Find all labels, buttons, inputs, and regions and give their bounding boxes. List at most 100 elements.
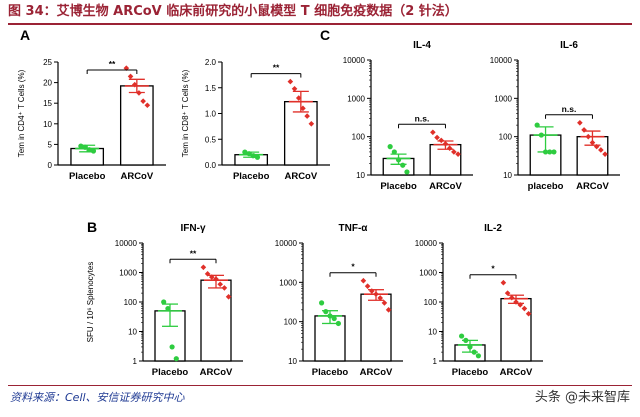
data-point-il2-placebo — [463, 337, 469, 343]
data-point-cd4-arcov — [144, 102, 151, 109]
category-label-ifng: Placebo — [152, 367, 189, 378]
data-point-cd8-placebo — [254, 154, 261, 160]
category-label-cd4: ARCoV — [120, 171, 153, 182]
data-point-il4-arcov — [434, 134, 440, 141]
sig-label-cd4: ** — [109, 59, 116, 69]
data-point-il2-placebo — [459, 333, 465, 339]
data-point-il6-placebo — [538, 132, 544, 138]
data-point-tnfa-placebo — [335, 320, 341, 327]
panel-title-il2: IL-2 — [484, 223, 502, 234]
data-point-il4-placebo — [387, 144, 393, 150]
sig-label-ifng: ** — [190, 248, 197, 258]
data-point-il6-placebo — [542, 149, 549, 155]
data-point-il4-placebo — [395, 157, 402, 163]
data-point-cd8-arcov — [308, 121, 315, 127]
data-point-cd4-arcov — [140, 98, 146, 104]
data-point-il4-arcov — [455, 151, 461, 157]
watermark: 头条 @未来智库 — [534, 390, 630, 405]
data-point-il2-placebo — [467, 344, 473, 350]
data-point-il2-arcov — [521, 305, 528, 312]
sig-label-tnfa: * — [351, 262, 355, 272]
y-tick-label-cd4: 10 — [43, 120, 52, 129]
data-point-il4-arcov — [446, 145, 453, 152]
bar-ifng-arcov — [200, 279, 232, 362]
data-point-tnfa-arcov — [385, 307, 392, 313]
data-point-ifng-placebo — [165, 305, 171, 312]
y-tick-label-il2: 100 — [424, 298, 438, 307]
data-point-il4-arcov — [438, 137, 445, 144]
data-point-cd8-placebo — [250, 153, 256, 159]
y-tick-label-ifng: 100 — [124, 298, 138, 307]
data-point-cd4-arcov — [127, 73, 134, 80]
data-point-il2-arcov — [517, 302, 523, 308]
panel-letter-b: B — [87, 219, 97, 235]
panel-title-ifng: IFN-γ — [181, 223, 206, 234]
data-point-cd8-arcov — [291, 85, 298, 92]
category-label-cd8: ARCoV — [284, 171, 317, 182]
data-point-ifng-arcov — [217, 281, 223, 288]
y-tick-label-tnfa: 10 — [288, 357, 297, 366]
data-point-cd4-arcov — [136, 90, 142, 96]
data-point-tnfa-arcov — [377, 295, 383, 301]
y-tick-label-cd4: 20 — [43, 79, 52, 88]
y-tick-label-cd8: 1.5 — [205, 84, 217, 93]
data-point-il6-placebo — [534, 122, 540, 128]
y-tick-label-il4: 10000 — [343, 56, 366, 65]
y-tick-label-il2: 10000 — [415, 239, 438, 248]
y-tick-label-cd4: 15 — [43, 99, 52, 108]
panel-title-tnfa: TNF-α — [339, 223, 369, 234]
y-tick-label-il6: 1000 — [494, 94, 512, 103]
y-tick-label-il2: 10 — [428, 328, 437, 337]
sig-label-il6: n.s. — [562, 104, 577, 114]
category-label-tnfa: ARCoV — [360, 367, 393, 378]
data-point-cd8-placebo — [246, 151, 252, 157]
data-point-cd4-arcov — [131, 81, 138, 88]
title-divider — [8, 23, 632, 25]
y-tick-label-cd8: 0.5 — [205, 135, 217, 144]
data-point-il4-placebo — [391, 149, 397, 155]
y-tick-label-il2: 1000 — [419, 269, 437, 278]
data-point-il2-placebo — [471, 349, 477, 355]
category-label-il2: Placebo — [452, 367, 489, 378]
sig-label-il4: n.s. — [415, 113, 430, 123]
y-tick-label-ifng: 10000 — [115, 239, 138, 248]
source-note: 资料来源：Cell、安信证券研究中心 — [10, 391, 185, 404]
y-axis-label-ifng: SFU / 10⁶ Splenocytes — [86, 262, 95, 343]
data-point-il6-arcov — [585, 133, 592, 140]
data-point-cd8-arcov — [295, 95, 302, 101]
panel-title-il4: IL-4 — [413, 40, 431, 51]
data-point-il4-arcov — [430, 129, 436, 136]
y-tick-label-il2: 1 — [433, 357, 438, 366]
data-point-tnfa-arcov — [369, 288, 375, 294]
figure-title: 图 34：艾博生物 ARCoV 临床前研究的小鼠模型 T 细胞免疫数据（2 针法… — [8, 4, 458, 19]
data-point-il2-placebo — [475, 353, 481, 359]
data-point-il2-arcov — [500, 279, 507, 286]
data-point-il6-arcov — [598, 147, 604, 153]
data-point-cd4-placebo — [82, 144, 88, 150]
y-tick-label-cd8: 1.0 — [205, 110, 217, 119]
y-tick-label-ifng: 10 — [128, 328, 137, 337]
y-tick-label-cd4: 5 — [48, 140, 53, 149]
data-point-tnfa-placebo — [327, 313, 333, 319]
y-axis-label-cd8: Tem in CD8⁺ T Cells (%) — [181, 69, 190, 157]
y-tick-label-cd4: 0 — [48, 161, 53, 170]
data-point-il6-placebo — [551, 149, 557, 155]
category-label-il4: ARCoV — [429, 181, 462, 192]
panel-letter-a: A — [20, 27, 30, 43]
sig-label-cd8: ** — [273, 63, 280, 73]
y-tick-label-tnfa: 1000 — [279, 278, 297, 287]
data-point-il4-arcov — [451, 149, 457, 155]
data-point-ifng-arcov — [213, 276, 219, 282]
y-axis-label-cd4: Tem in CD4⁺ T Cells (%) — [17, 69, 26, 157]
y-tick-label-il6: 10 — [503, 171, 512, 180]
data-point-tnfa-placebo — [323, 309, 329, 315]
data-point-il4-arcov — [442, 141, 449, 147]
y-tick-label-il4: 100 — [352, 133, 366, 142]
data-point-il4-placebo — [404, 169, 410, 175]
y-tick-label-il4: 10 — [356, 171, 365, 180]
data-point-il6-arcov — [602, 151, 608, 157]
data-point-il2-arcov — [513, 299, 519, 305]
data-point-il2-arcov — [509, 294, 515, 301]
data-point-il4-placebo — [400, 162, 406, 168]
category-label-tnfa: Placebo — [312, 367, 349, 378]
